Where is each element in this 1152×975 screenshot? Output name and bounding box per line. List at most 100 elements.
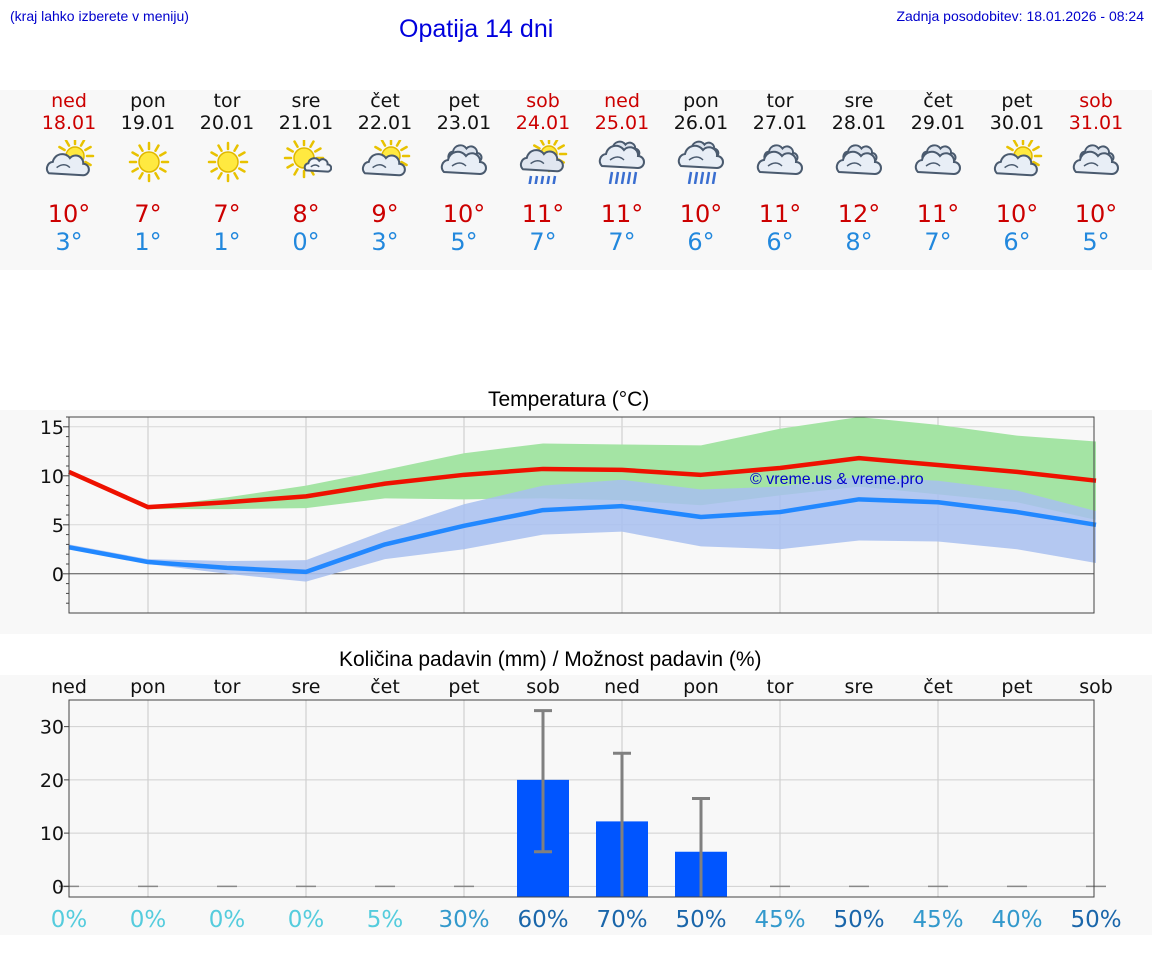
precip-probability: 70%	[596, 907, 647, 933]
page-title: Opatija 14 dni	[399, 15, 554, 43]
precip-probability: 0%	[209, 907, 246, 933]
forecast-day: sob 31.01 10° 5°	[1056, 90, 1136, 270]
day-label: ned	[604, 676, 640, 698]
max-temperature-line	[68, 455, 1097, 510]
forecast-strip: ned 18.01 10° 3° pon 19.01 7° 1° tor 20.01 7° 1° sre…	[0, 90, 1152, 270]
temp-min: 1°	[213, 228, 241, 256]
day-name: pet	[448, 90, 480, 112]
plot-area	[69, 700, 1094, 897]
precip-probability: 45%	[912, 907, 963, 933]
precip-chart: ned pon tor sre čet pet sob ned pon tor sre čet pet s…	[40, 676, 1122, 933]
y-tick-label: 0	[52, 876, 64, 898]
precip-probability: 50%	[833, 907, 884, 933]
day-date: 26.01	[673, 112, 729, 134]
temp-min: 8°	[845, 228, 873, 256]
temp-max: 8°	[292, 200, 320, 228]
day-name: tor	[766, 90, 794, 112]
temp-max: 11°	[600, 200, 644, 228]
temp-max: 10°	[47, 200, 91, 228]
cloud-rain-icon	[598, 140, 645, 184]
precip-probability: 60%	[517, 907, 568, 933]
day-name: sre	[291, 90, 321, 112]
partly-cloudy-icon	[362, 140, 411, 177]
temp-max: 9°	[371, 200, 399, 228]
sun-rain-icon	[520, 140, 568, 184]
cloudy-icon	[1072, 144, 1119, 176]
day-name: tor	[213, 90, 241, 112]
cloudy-icon	[835, 144, 882, 176]
forecast-day: pet 30.01 10° 6°	[977, 90, 1057, 270]
temp-min: 3°	[55, 228, 83, 256]
temp-min: 7°	[924, 228, 952, 256]
temp-max: 7°	[213, 200, 241, 228]
temp-max: 11°	[521, 200, 565, 228]
temp-min: 5°	[450, 228, 478, 256]
day-date: 31.01	[1068, 112, 1124, 134]
cloud-rain-icon	[677, 140, 724, 184]
day-date: 28.01	[831, 112, 887, 134]
y-tick-label: 10	[40, 823, 64, 845]
precip-probability: 0%	[130, 907, 167, 933]
min-temperature-line	[68, 497, 1097, 575]
y-tick-label: 15	[40, 417, 64, 439]
temp-min: 7°	[529, 228, 557, 256]
day-name: ned	[51, 90, 87, 112]
location-note: (kraj lahko izberete v meniju)	[10, 8, 189, 24]
temp-max: 10°	[679, 200, 723, 228]
temp-min: 6°	[766, 228, 794, 256]
forecast-day: tor 27.01 11° 6°	[740, 90, 820, 270]
day-name: čet	[370, 90, 400, 112]
day-date: 27.01	[752, 112, 808, 134]
day-date: 22.01	[357, 112, 413, 134]
precip-probability: 5%	[367, 907, 404, 933]
day-date: 30.01	[989, 112, 1045, 134]
temperature-chart: 0 5 10 15 © vreme.us & vreme.pro	[40, 416, 1097, 614]
precip-probability: 30%	[438, 907, 489, 933]
day-name: sob	[1079, 90, 1113, 112]
day-date: 25.01	[594, 112, 650, 134]
forecast-day: čet 29.01 11° 7°	[898, 90, 978, 270]
spacer-band	[0, 270, 1152, 365]
precip-probability: 50%	[1070, 907, 1121, 933]
cloudy-icon	[756, 144, 803, 176]
precip-probability: 40%	[991, 907, 1042, 933]
day-name: sob	[526, 90, 560, 112]
day-label: pon	[683, 676, 719, 698]
day-name: pon	[683, 90, 719, 112]
temp-min: 7°	[608, 228, 636, 256]
temp-max: 11°	[916, 200, 960, 228]
y-tick-label: 5	[52, 515, 64, 537]
cloudy-icon	[440, 144, 487, 176]
forecast-day: sob 24.01 11° 7°	[503, 90, 583, 270]
temp-min: 5°	[1082, 228, 1110, 256]
day-label: pet	[448, 676, 479, 698]
temp-max: 10°	[1074, 200, 1118, 228]
temp-max: 7°	[134, 200, 162, 228]
day-label: tor	[767, 676, 794, 698]
forecast-day: pet 23.01 10° 5°	[424, 90, 504, 270]
precip-probability: 0%	[51, 907, 88, 933]
day-name: pet	[1001, 90, 1033, 112]
day-label: tor	[214, 676, 241, 698]
day-name: sre	[844, 90, 874, 112]
temp-max: 12°	[837, 200, 881, 228]
day-name: čet	[923, 90, 953, 112]
y-tick-label: 30	[40, 717, 64, 739]
plot-frame	[68, 699, 1095, 898]
forecast-day: sre 21.01 8° 0°	[266, 90, 346, 270]
precip-probability: 45%	[754, 907, 805, 933]
temp-max: 10°	[442, 200, 486, 228]
partly-cloudy-icon	[994, 140, 1043, 177]
temp-max: 10°	[995, 200, 1039, 228]
precip-chart-title: Količina padavin (mm) / Možnost padavin …	[339, 648, 762, 671]
day-date: 23.01	[436, 112, 492, 134]
day-date: 29.01	[910, 112, 966, 134]
temp-max: 11°	[758, 200, 802, 228]
sun-small-cloud-icon	[283, 140, 332, 179]
day-name: pon	[130, 90, 166, 112]
temp-min: 6°	[1003, 228, 1031, 256]
day-date: 18.01	[41, 112, 97, 134]
forecast-day: pon 26.01 10° 6°	[661, 90, 741, 270]
day-name: ned	[604, 90, 640, 112]
temp-min: 6°	[687, 228, 715, 256]
